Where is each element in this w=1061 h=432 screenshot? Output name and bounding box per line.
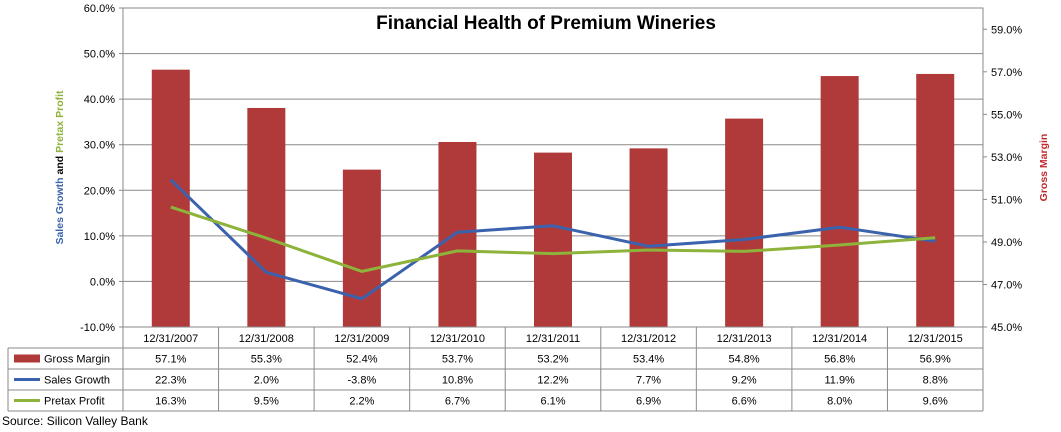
left-tick-label: 0.0% <box>90 276 115 288</box>
right-tick-label: 51.0% <box>991 194 1022 206</box>
table-value: 56.8% <box>824 354 855 366</box>
right-axis-ticks: 45.0% 47.0% 49.0% 51.0% 53.0% 55.0% 57.0% 59.0% <box>991 24 1022 334</box>
category-label: 12/31/2015 <box>908 333 963 345</box>
table-value: 6.7% <box>445 396 470 408</box>
category-label: 12/31/2011 <box>526 333 580 345</box>
gross-margin-bar <box>151 69 190 327</box>
table-value: 10.8% <box>442 375 473 387</box>
series-name: Sales Growth <box>44 375 110 387</box>
chart-title: Financial Health of Premium Wineries <box>376 13 716 34</box>
table-value: 53.2% <box>537 354 568 366</box>
table-value: 57.1% <box>155 354 186 366</box>
table-value: 8.0% <box>827 396 852 408</box>
legend-key-bar <box>14 354 40 363</box>
left-tick-label: 10.0% <box>84 231 115 243</box>
right-tick-label: 57.0% <box>991 67 1022 79</box>
table-value: -3.8% <box>348 375 377 387</box>
data-table: 12/31/2007 12/31/2008 12/31/2009 12/31/2010… <box>7 326 984 412</box>
table-value: 16.3% <box>155 396 186 408</box>
category-label: 12/31/2014 <box>812 333 867 345</box>
table-value: 55.3% <box>251 354 282 366</box>
gross-margin-bar <box>820 76 859 327</box>
right-tick-label: 49.0% <box>991 237 1022 249</box>
gross-margin-bar <box>247 107 286 327</box>
left-tick-label: 60.0% <box>84 3 115 15</box>
left-tick-label: 50.0% <box>84 49 115 61</box>
left-axis-label-part: and <box>54 153 66 178</box>
table-value: 2.2% <box>349 396 374 408</box>
table-value: 54.8% <box>729 354 760 366</box>
category-label: 12/31/2012 <box>621 333 676 345</box>
table-value: 9.2% <box>732 375 757 387</box>
category-label: 12/31/2007 <box>143 333 198 345</box>
table-value: 11.9% <box>824 375 855 387</box>
right-axis-label: Gross Margin <box>1038 134 1050 202</box>
line-series <box>169 178 936 301</box>
table-value: 9.5% <box>254 396 279 408</box>
table-value: 2.0% <box>254 375 279 387</box>
right-tick-label: 47.0% <box>991 279 1022 291</box>
series-name: Pretax Profit <box>44 396 105 408</box>
right-tick-label: 45.0% <box>991 322 1022 334</box>
source-note: Source: Silicon Valley Bank <box>2 414 148 428</box>
table-value: 53.4% <box>633 354 664 366</box>
left-tick-label: 40.0% <box>84 94 115 106</box>
table-value: 8.8% <box>923 375 948 387</box>
category-label: 12/31/2009 <box>334 333 389 345</box>
right-tick-label: 53.0% <box>991 152 1022 164</box>
gross-margin-bar <box>342 169 381 327</box>
left-tick-label: 20.0% <box>84 185 115 197</box>
sales-growth-line <box>169 178 936 301</box>
gross-margin-bar <box>725 118 764 327</box>
left-axis-label-part: Pretax Profit <box>54 90 66 153</box>
left-axis-label-part: Sales Growth <box>54 177 66 244</box>
table-value: 52.4% <box>346 354 377 366</box>
right-tick-label: 55.0% <box>991 109 1022 121</box>
pretax-profit-line <box>170 205 936 273</box>
gross-margin-bar <box>438 141 477 327</box>
gross-margin-bar <box>916 73 955 327</box>
left-tick-label: -10.0% <box>80 322 115 334</box>
table-value: 7.7% <box>636 375 661 387</box>
table-value: 22.3% <box>155 375 186 387</box>
table-value: 9.6% <box>923 396 948 408</box>
gross-margin-bars <box>151 69 955 327</box>
table-value: 53.7% <box>442 354 473 366</box>
table-value: 6.9% <box>636 396 661 408</box>
series-name: Gross Margin <box>44 354 110 366</box>
category-label: 12/31/2013 <box>717 333 772 345</box>
right-tick-label: 59.0% <box>991 24 1022 36</box>
table-value: 6.1% <box>540 396 565 408</box>
left-axis-label: Sales Growth and Pretax Profit <box>54 90 66 245</box>
gross-margin-bar <box>534 152 572 327</box>
left-axis-ticks: -10.0% 0.0% 10.0% 20.0% 30.0% 40.0% 50.0% 60.0% <box>80 3 115 334</box>
table-value: 12.2% <box>537 375 568 387</box>
left-tick-label: 30.0% <box>84 140 115 152</box>
gross-margin-bar <box>629 148 668 327</box>
category-label: 12/31/2010 <box>430 333 485 345</box>
category-label: 12/31/2008 <box>239 333 294 345</box>
table-value: 6.6% <box>732 396 757 408</box>
table-value: 56.9% <box>920 354 951 366</box>
